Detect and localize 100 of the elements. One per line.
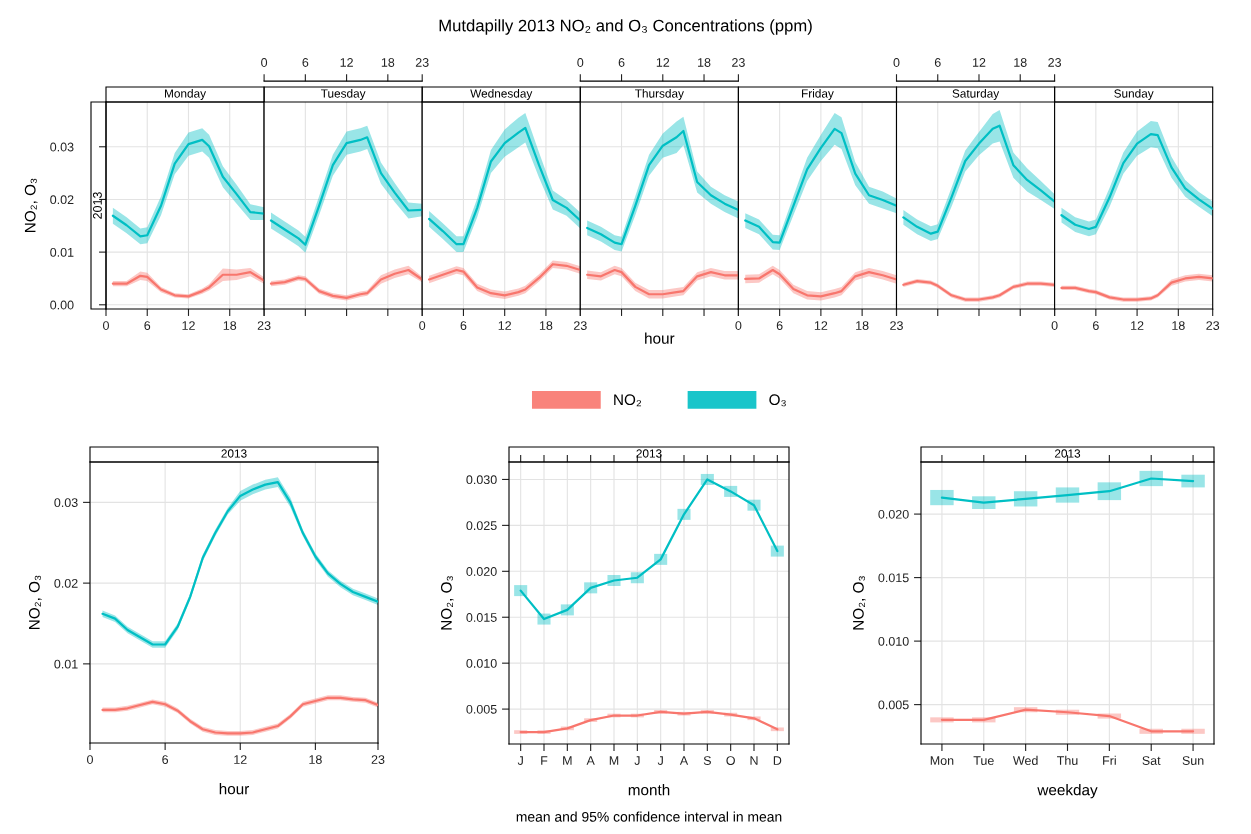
x-tick-label: 12	[340, 58, 353, 67]
chart-subtitle: Sunday	[1114, 89, 1154, 100]
x-tick-label: 0	[87, 755, 93, 764]
x-tick-label: 12	[182, 321, 195, 330]
x-tick-label: S	[703, 756, 711, 765]
x-tick-label: 18	[381, 58, 395, 67]
chart-subtitle: 2013	[221, 449, 247, 458]
x-tick-label: D	[773, 756, 782, 765]
x-tick-label: 12	[814, 321, 828, 330]
y-tick-label: 0.02	[54, 578, 78, 588]
x-tick-label: 6	[302, 58, 309, 67]
x-tick-label: 0	[577, 58, 584, 67]
x-tick-label: J	[517, 756, 523, 765]
x-tick-label: 12	[498, 321, 512, 330]
x-tick-label: Sat	[1142, 756, 1161, 765]
y-tick-label: 0.03	[50, 142, 74, 152]
x-tick-label: 0	[893, 58, 900, 67]
chart-subtitle: 2013	[1054, 449, 1081, 458]
x-tick-label: 6	[618, 58, 625, 67]
legend-label: O₃	[769, 394, 786, 407]
y-tick-label: 0.015	[878, 573, 909, 583]
y-tick-label: 0.015	[466, 613, 497, 622]
text: mean and 95% confidence interval in mean	[516, 811, 782, 822]
x-tick-label: 6	[460, 321, 467, 330]
x-tick-label: 18	[698, 58, 711, 67]
y-tick-label: 0.00	[50, 300, 74, 310]
x-tick-label: 18	[1172, 321, 1185, 330]
x-tick-label: Fri	[1103, 755, 1116, 765]
x-tick-label: 18	[223, 321, 237, 330]
y-tick-label: 0.020	[466, 567, 497, 576]
y-axis-title: NO₂, O₃	[28, 575, 42, 629]
text: 2013	[93, 192, 102, 219]
chart-subtitle: Thursday	[635, 89, 684, 100]
y-tick-label: 0.02	[50, 195, 74, 205]
x-tick-label: 23	[1048, 58, 1061, 67]
x-tick-label: 23	[573, 321, 587, 330]
y-tick-label: 0.010	[466, 658, 497, 668]
y-tick-label: 0.030	[466, 475, 497, 485]
x-tick-label: 6	[162, 755, 169, 764]
chart-subtitle: 2013	[636, 449, 662, 458]
line-series	[519, 478, 779, 621]
x-tick-label: Wed	[1012, 755, 1038, 765]
chart-subtitle: Saturday	[952, 89, 1000, 100]
x-tick-label: F	[541, 756, 548, 765]
x-tick-label: 23	[890, 321, 903, 330]
x-tick-label: 0	[1051, 321, 1058, 330]
x-tick-label: A	[586, 756, 595, 765]
chart-subtitle: Monday	[165, 89, 207, 100]
x-tick-label: 6	[934, 58, 941, 67]
x-tick-label: 0	[735, 321, 742, 330]
y-axis-title: NO₂, O₃	[440, 576, 454, 630]
x-tick-label: 0	[419, 321, 426, 330]
x-axis-title: month	[628, 784, 670, 796]
x-tick-label: 12	[972, 58, 986, 67]
y-tick-label: 0.005	[466, 704, 497, 714]
y-tick-label: 0.025	[466, 521, 497, 531]
x-axis-title: hour	[219, 783, 250, 795]
x-tick-label: 18	[539, 321, 553, 330]
x-tick-label: 6	[1093, 321, 1099, 330]
x-tick-label: 23	[415, 58, 429, 67]
x-tick-label: 0	[103, 321, 109, 330]
x-tick-label: N	[750, 756, 758, 765]
x-tick-label: 12	[234, 755, 247, 764]
x-tick-label: 12	[1131, 321, 1144, 330]
y-axis-title: NO₂, O₃	[852, 576, 866, 630]
line-series	[940, 477, 1195, 504]
y-tick-label: 0.01	[54, 659, 78, 669]
x-tick-label: 23	[732, 58, 745, 67]
line-series	[111, 138, 265, 238]
x-tick-label: 18	[856, 321, 869, 330]
x-axis-title: hour	[645, 332, 675, 344]
x-tick-label: 6	[144, 321, 151, 330]
x-tick-label: Sun	[1182, 756, 1204, 765]
x-tick-label: 18	[1014, 58, 1027, 67]
x-tick-label: J	[634, 756, 640, 765]
x-tick-label: 6	[776, 321, 783, 330]
x-tick-label: 23	[371, 755, 385, 764]
x-tick-label: O	[726, 756, 735, 765]
y-tick-label: 0.03	[54, 498, 78, 508]
x-tick-label: M	[609, 756, 619, 765]
chart-subtitle: Tuesday	[321, 89, 366, 100]
y-tick-label: 0.005	[878, 700, 909, 710]
x-tick-label: M	[563, 756, 572, 765]
y-tick-label: 0.020	[878, 509, 909, 519]
text: Mutdapilly 2013 NO₂ and O₃ Concentrations (ppm)	[439, 19, 812, 35]
chart-subtitle: Friday	[802, 89, 834, 100]
legend-label: NO₂	[614, 394, 642, 407]
x-tick-label: 23	[257, 321, 271, 330]
x-tick-label: J	[657, 756, 663, 765]
x-tick-label: Thu	[1057, 755, 1078, 765]
x-tick-label: Tue	[973, 756, 994, 765]
x-tick-label: 23	[1206, 321, 1220, 330]
y-tick-label: 0.01	[50, 247, 74, 257]
x-tick-label: Mon	[930, 756, 954, 765]
y-tick-label: 0.010	[878, 636, 909, 646]
y-axis-title: NO₂, O₃	[24, 178, 38, 232]
x-tick-label: 12	[656, 58, 670, 67]
x-axis-title: weekday	[1037, 784, 1098, 799]
chart-subtitle: Wednesday	[470, 89, 533, 100]
x-tick-label: 0	[261, 58, 268, 67]
